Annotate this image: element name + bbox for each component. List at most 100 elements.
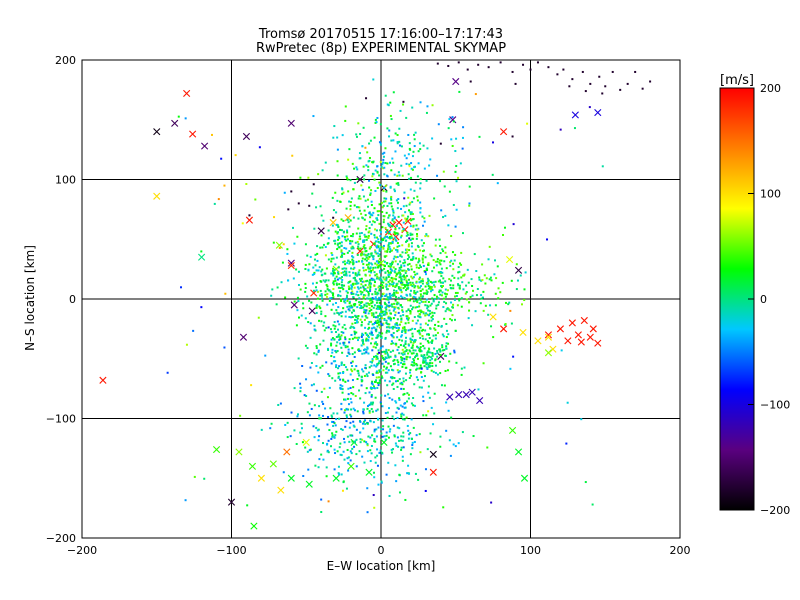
data-point-dot: [394, 354, 397, 357]
data-point-x-stroke: [227, 498, 236, 506]
data-point-dot: [377, 245, 380, 248]
data-point-x-stroke: [275, 241, 283, 249]
data-point-dot: [471, 294, 474, 297]
data-point-dot: [443, 348, 446, 351]
data-point-dot: [385, 254, 388, 257]
data-point-dot: [427, 280, 430, 283]
data-point-dot: [357, 247, 360, 250]
data-point-dot: [429, 351, 432, 354]
data-point-dot: [296, 415, 299, 418]
data-point-dot: [391, 218, 394, 221]
data-point-dot: [415, 376, 418, 379]
data-point-dot: [343, 252, 346, 255]
data-point-dot: [345, 297, 348, 300]
data-point-dot: [383, 166, 386, 169]
data-point-x-stroke: [308, 307, 316, 315]
data-point-dot: [427, 363, 430, 366]
data-point-dot: [346, 231, 349, 234]
data-point-dot: [402, 393, 405, 396]
data-point-dot: [413, 289, 416, 292]
data-point-dot: [223, 184, 226, 187]
data-point-dot: [439, 244, 442, 247]
data-point-dot: [419, 316, 422, 319]
data-point-dot: [385, 306, 388, 309]
data-point-dot: [361, 368, 364, 371]
data-point-dot: [367, 236, 370, 239]
data-point-dot: [412, 359, 415, 362]
data-point-dot: [354, 394, 357, 397]
data-point-dot: [415, 322, 418, 325]
data-point-dot: [349, 242, 352, 245]
data-point-dot: [375, 292, 378, 295]
data-point-dot: [410, 245, 413, 248]
data-point-dot: [398, 398, 401, 401]
data-point-dot: [359, 397, 362, 400]
data-point-x: [452, 77, 460, 86]
data-point-dot: [330, 308, 333, 311]
data-point-dot: [315, 311, 318, 314]
data-point-dot: [429, 359, 432, 362]
data-point-dot: [447, 127, 450, 130]
data-point-dot: [397, 215, 400, 218]
data-point-dot: [362, 410, 365, 413]
data-point-dot: [440, 294, 443, 297]
data-point-dot: [380, 305, 383, 308]
data-point-dot: [416, 175, 419, 178]
data-point-dot: [365, 387, 368, 390]
data-point-dot: [365, 164, 368, 167]
data-point-dot: [414, 291, 417, 294]
data-point-x-stroke: [574, 331, 582, 339]
data-point-dot: [389, 262, 392, 265]
data-point-dot: [427, 305, 430, 308]
data-point-dot: [336, 248, 339, 251]
data-point-dot: [336, 412, 339, 415]
data-point-dot: [295, 324, 298, 327]
data-point-dot: [381, 206, 384, 209]
data-point-dot: [428, 309, 431, 312]
data-point-dot: [401, 306, 404, 309]
data-point-dot: [319, 417, 322, 420]
data-point-dot: [332, 424, 335, 427]
data-point-dot: [307, 321, 310, 324]
data-point-dot: [434, 334, 437, 337]
data-point-dot: [379, 297, 382, 300]
data-point-dot: [299, 382, 302, 385]
data-point-dot: [332, 216, 335, 219]
data-point-dot: [396, 369, 399, 372]
data-point-dot: [354, 441, 357, 444]
data-point-dot: [347, 285, 350, 288]
data-point-dot: [390, 198, 393, 201]
data-point-dot: [350, 368, 353, 371]
data-point-dot: [338, 417, 341, 420]
data-point-dot: [332, 292, 335, 295]
data-point-dot: [379, 276, 382, 279]
data-point-dot: [399, 286, 402, 289]
data-point-dot: [580, 418, 583, 421]
data-point-dot: [347, 190, 350, 193]
data-point-dot: [348, 225, 351, 228]
data-point-dot: [424, 338, 427, 341]
data-point-dot: [584, 90, 587, 93]
data-point-x-stroke: [384, 228, 393, 236]
data-point-dot: [378, 285, 381, 288]
data-point-dot: [415, 280, 418, 283]
data-point-x: [564, 337, 572, 345]
data-point-dot: [328, 297, 331, 300]
data-point-dot: [410, 176, 413, 179]
data-point-dot: [346, 435, 349, 438]
data-point-x: [514, 266, 523, 274]
data-point-dot: [368, 220, 371, 223]
data-point-dot: [370, 330, 373, 333]
data-point-dot: [395, 273, 398, 276]
data-point-x: [239, 333, 248, 341]
data-point-dot: [286, 421, 289, 424]
data-point-dot: [406, 263, 409, 266]
data-point-dot: [351, 235, 354, 238]
data-point-dot: [416, 195, 419, 198]
data-point-dot: [334, 263, 337, 266]
data-point-dot: [402, 205, 405, 208]
data-point-dot: [350, 316, 353, 319]
data-point-dot: [409, 234, 412, 237]
data-point-dot: [426, 340, 429, 343]
data-point-dot: [398, 491, 401, 494]
